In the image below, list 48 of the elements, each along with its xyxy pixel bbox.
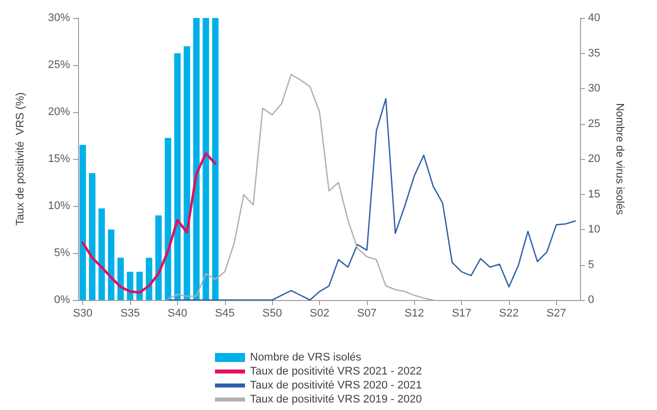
x-tick-label: S17 bbox=[452, 308, 472, 320]
x-tick-label: S27 bbox=[546, 308, 566, 320]
y-tick-label: 5% bbox=[54, 247, 70, 259]
x-tick-label: S50 bbox=[262, 308, 282, 320]
legend-label: Taux de positivité VRS 2021 - 2022 bbox=[250, 366, 422, 378]
bar bbox=[193, 18, 200, 300]
bar bbox=[174, 53, 181, 300]
line-series bbox=[167, 98, 576, 301]
y-tick-label: 15% bbox=[48, 153, 70, 165]
y-tick-label: 10% bbox=[48, 200, 70, 212]
x-tick-label: S35 bbox=[120, 308, 140, 320]
x-tick-label: S02 bbox=[310, 308, 330, 320]
x-tick-label: S07 bbox=[357, 308, 377, 320]
bar bbox=[117, 258, 124, 300]
y-tick-label: 30% bbox=[48, 12, 70, 24]
y-tick-label: 0% bbox=[54, 294, 70, 306]
bar bbox=[80, 144, 86, 300]
x-tick-label: S30 bbox=[72, 308, 93, 320]
y2-tick-label: 40 bbox=[588, 12, 600, 24]
y2-tick-label: 0 bbox=[588, 294, 594, 306]
y2-tick-label: 15 bbox=[588, 188, 600, 200]
legend-label: Taux de positivité VRS 2020 - 2021 bbox=[250, 380, 422, 392]
line-series bbox=[81, 152, 217, 294]
y2-tick-label: 35 bbox=[588, 47, 600, 60]
bar bbox=[146, 258, 152, 300]
bar bbox=[212, 18, 219, 300]
y2-tick-label: 20 bbox=[588, 153, 600, 165]
bar bbox=[202, 18, 210, 300]
y2-tick-label: 5 bbox=[588, 258, 594, 271]
x-tick-label: S45 bbox=[215, 308, 235, 320]
line-series bbox=[167, 74, 434, 301]
x-tick-label: S12 bbox=[404, 308, 424, 320]
legend-label: Nombre de VRS isolés bbox=[250, 352, 362, 364]
x-tick-label: S40 bbox=[168, 308, 188, 320]
x-tick-label: S22 bbox=[499, 308, 519, 320]
y2-tick-label: 10 bbox=[588, 224, 600, 236]
y-axis-title: Taux de positivité VRS (%) bbox=[14, 92, 26, 226]
y-tick-label: 20% bbox=[48, 106, 70, 118]
y2-axis-title: Nombre de virus isolés bbox=[614, 103, 626, 216]
y2-tick-label: 25 bbox=[588, 118, 600, 130]
legend-label: Taux de positivité VRS 2019 - 2020 bbox=[250, 394, 422, 406]
bar bbox=[98, 208, 105, 300]
bar bbox=[184, 46, 190, 300]
bar bbox=[126, 272, 134, 300]
y2-tick-label: 30 bbox=[588, 82, 600, 94]
y-tick-label: 25% bbox=[48, 59, 70, 71]
bar bbox=[108, 230, 114, 300]
bar bbox=[88, 173, 96, 300]
